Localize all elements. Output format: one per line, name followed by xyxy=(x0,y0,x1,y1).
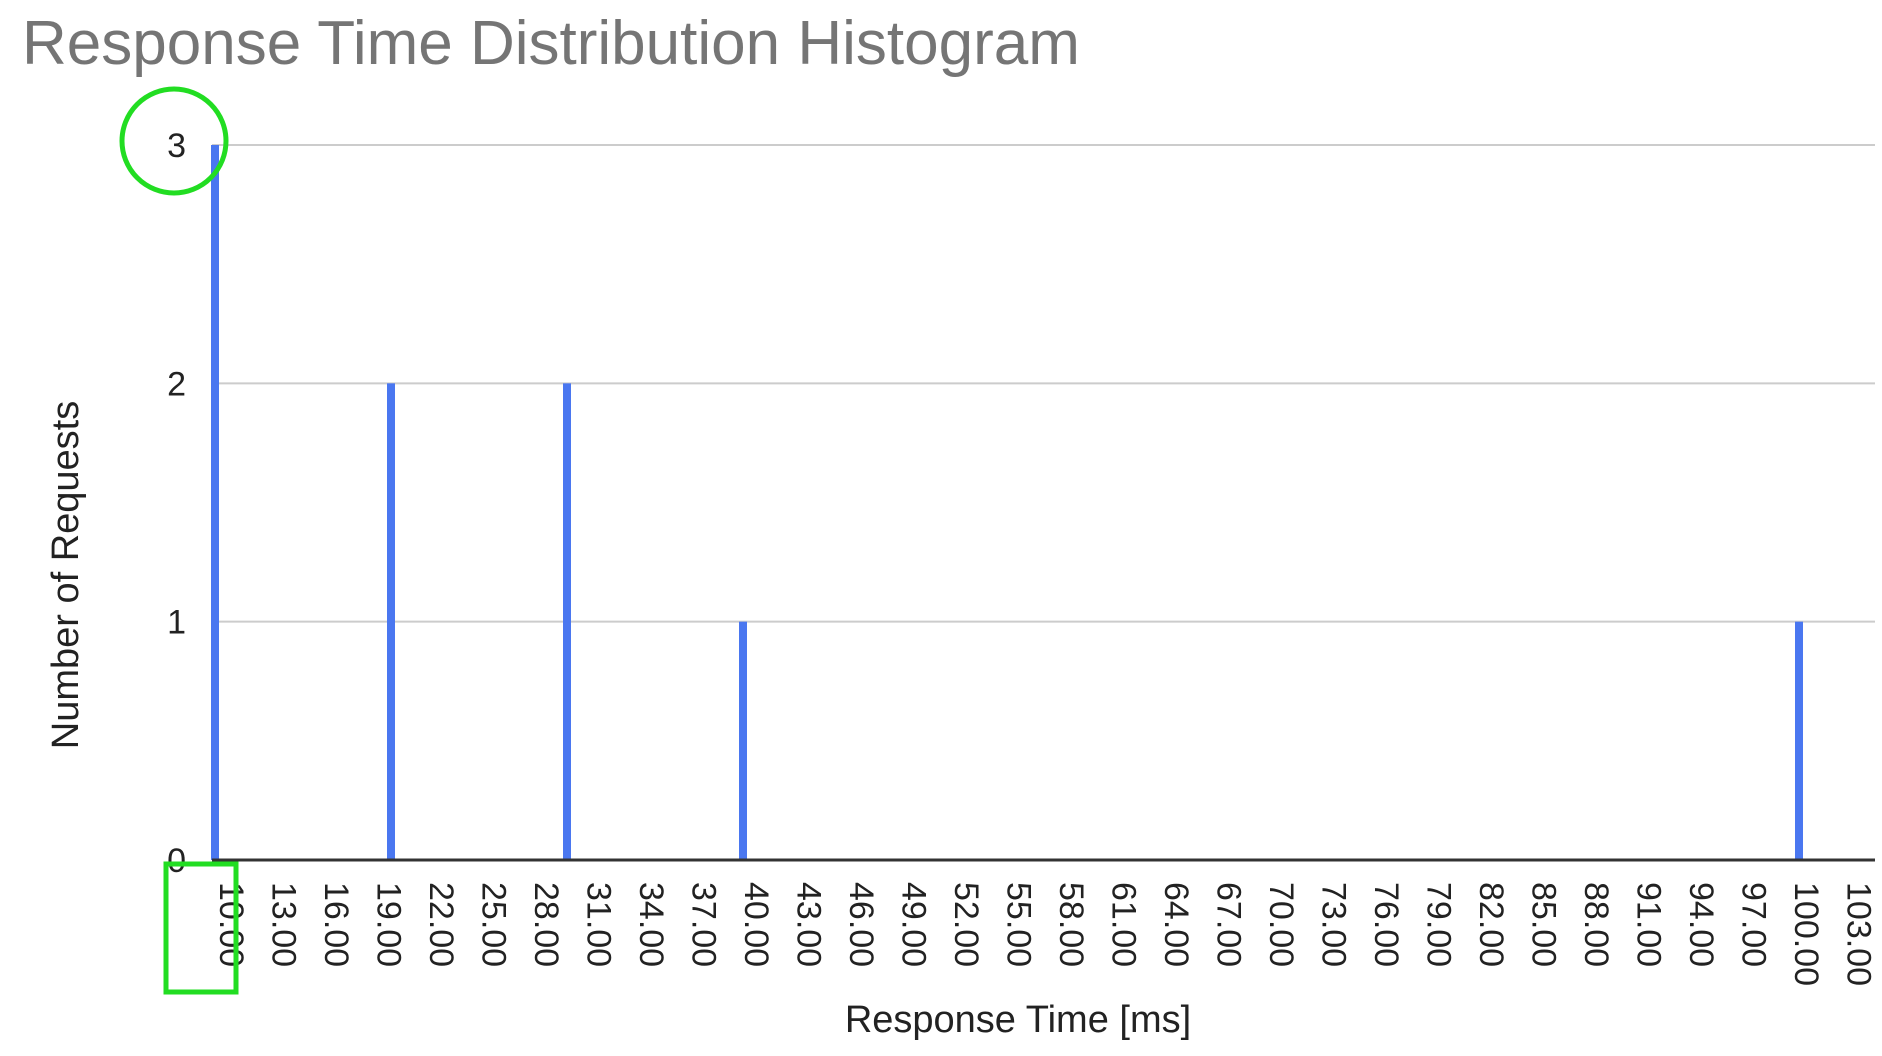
y-tick-label-2: 2 xyxy=(167,365,186,403)
highlight-annotations xyxy=(119,86,239,995)
x-tick-label-64.00: 64.00 xyxy=(1157,882,1195,967)
bar-40 xyxy=(739,621,747,860)
x-axis-title: Response Time [ms] xyxy=(845,999,1191,1041)
x-tick-label-16.00: 16.00 xyxy=(317,882,355,967)
bar-100 xyxy=(1795,621,1803,860)
x-tick-label-37.00: 37.00 xyxy=(685,882,723,967)
bar-20 xyxy=(387,383,395,860)
x-tick-label-55.00: 55.00 xyxy=(1000,882,1038,967)
gridlines xyxy=(212,144,1875,623)
x-tick-label-73.00: 73.00 xyxy=(1315,882,1353,967)
x-tick-label-19.00: 19.00 xyxy=(370,882,408,967)
y-tick-label-0: 0 xyxy=(167,842,186,880)
x-tick-label-25.00: 25.00 xyxy=(475,882,513,967)
x-tick-label-100.00: 100.00 xyxy=(1787,882,1825,986)
x-tick-label-13.00: 13.00 xyxy=(265,882,303,967)
x-tick-label-31.00: 31.00 xyxy=(580,882,618,967)
x-tick-label-52.00: 52.00 xyxy=(947,882,985,967)
x-tick-label-40.00: 40.00 xyxy=(737,882,775,967)
x-tick-label-46.00: 46.00 xyxy=(842,882,880,967)
x-tick-label-22.00: 22.00 xyxy=(422,882,460,967)
x-tick-label-70.00: 70.00 xyxy=(1262,882,1300,967)
x-tick-label-103.00: 103.00 xyxy=(1840,882,1878,986)
x-tick-label-58.00: 58.00 xyxy=(1052,882,1090,967)
x-tick-label-79.00: 79.00 xyxy=(1420,882,1458,967)
y-tick-label-1: 1 xyxy=(167,604,186,642)
x-tick-label-34.00: 34.00 xyxy=(632,882,670,967)
y-tick-label-3: 3 xyxy=(167,127,186,165)
bar-10 xyxy=(211,145,219,860)
histogram-bars xyxy=(211,145,1803,860)
bar-30 xyxy=(563,383,571,860)
x-tick-label-82.00: 82.00 xyxy=(1472,882,1510,967)
y-axis-title: Number of Requests xyxy=(45,401,87,750)
x-tick-label-61.00: 61.00 xyxy=(1105,882,1143,967)
y-axis-ticks: 0 1 2 3 xyxy=(167,127,186,880)
x-tick-label-67.00: 67.00 xyxy=(1210,882,1248,967)
x-tick-label-88.00: 88.00 xyxy=(1577,882,1615,967)
x-tick-label-91.00: 91.00 xyxy=(1630,882,1668,967)
x-tick-label-76.00: 76.00 xyxy=(1367,882,1405,967)
x-tick-label-97.00: 97.00 xyxy=(1735,882,1773,967)
highlight-circle xyxy=(119,86,229,196)
x-tick-label-94.00: 94.00 xyxy=(1682,882,1720,967)
x-axis-ticks: 10.00 13.00 16.00 19.00 22.00 25.00 28.00 31.00… xyxy=(212,882,1878,986)
x-tick-label-85.00: 85.00 xyxy=(1525,882,1563,967)
x-tick-label-28.00: 28.00 xyxy=(527,882,565,967)
x-tick-label-49.00: 49.00 xyxy=(895,882,933,967)
chart-title: Response Time Distribution Histogram xyxy=(22,9,1080,78)
highlight-rectangle xyxy=(163,861,239,995)
x-tick-label-10.00: 10.00 xyxy=(212,882,250,967)
x-tick-label-43.00: 43.00 xyxy=(790,882,828,967)
